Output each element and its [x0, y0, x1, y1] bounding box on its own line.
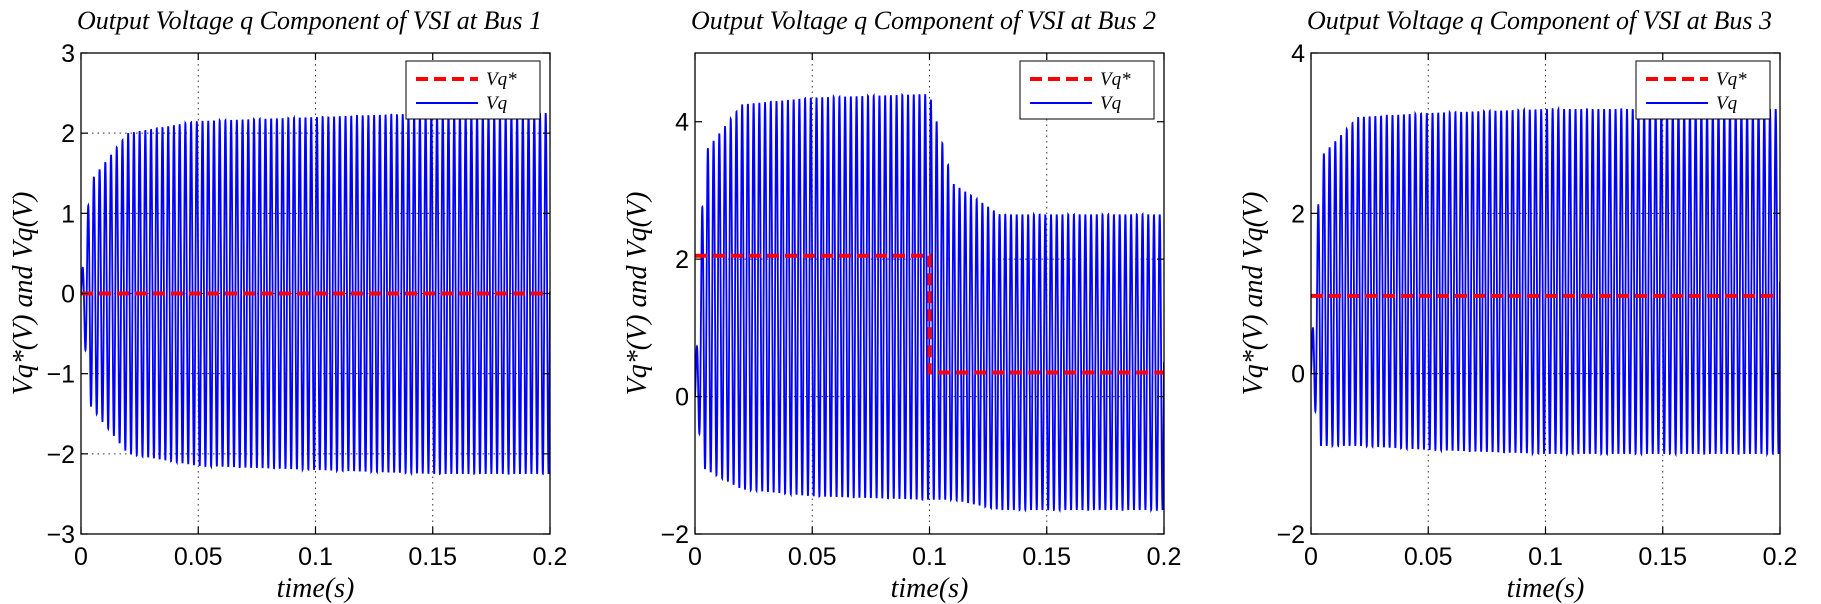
y-tick-label: 4	[675, 109, 689, 137]
plot-area	[81, 110, 550, 477]
legend-label-vq: Vq	[1716, 93, 1738, 114]
y-tick-label: 0	[1291, 361, 1305, 389]
series-line-vq	[1311, 105, 1780, 458]
x-axis-label: time(s)	[277, 573, 355, 604]
y-tick-label: −2	[46, 441, 75, 469]
x-tick-label: 0.15	[1638, 543, 1687, 571]
x-tick-label: 0.2	[1147, 543, 1182, 571]
y-tick-label: 1	[61, 200, 75, 228]
legend-label-vq-ref: Vq*	[486, 69, 517, 90]
legend-label-vq: Vq	[1100, 93, 1122, 114]
y-axis-label: Vq*(V) and Vq(V)	[8, 192, 39, 396]
y-axis-label: Vq*(V) and Vq(V)	[1238, 192, 1269, 396]
chart-title: Output Voltage q Component of VSI at Bus…	[1307, 6, 1772, 35]
legend-label-vq-ref: Vq*	[1716, 69, 1747, 90]
legend-box	[1635, 60, 1771, 120]
chart-title: Output Voltage q Component of VSI at Bus…	[77, 6, 542, 35]
x-tick-label: 0.1	[912, 543, 947, 571]
legend-box	[405, 60, 541, 120]
x-tick-label: 0	[688, 543, 702, 571]
y-tick-label: −2	[1276, 521, 1305, 549]
legend: Vq* Vq	[405, 60, 541, 120]
x-axis-label: time(s)	[891, 573, 969, 604]
x-tick-label: 0	[74, 543, 88, 571]
y-tick-label: 0	[61, 281, 75, 309]
y-axis-label: Vq*(V) and Vq(V)	[622, 192, 653, 396]
legend-label-vq: Vq	[486, 93, 508, 114]
x-tick-label: 0.15	[408, 543, 457, 571]
x-tick-label: 0.1	[1528, 543, 1563, 571]
legend: Vq* Vq	[1019, 60, 1155, 120]
chart-title: Output Voltage q Component of VSI at Bus…	[691, 6, 1156, 35]
y-tick-label: 2	[61, 120, 75, 148]
series-line-vq-ref	[695, 253, 1164, 375]
plot-area	[1311, 105, 1780, 458]
plot-area	[695, 92, 1164, 513]
legend-box	[1019, 60, 1155, 120]
y-tick-label: 0	[675, 384, 689, 412]
x-tick-label: 0.15	[1022, 543, 1071, 571]
y-tick-label: 4	[1291, 40, 1305, 68]
x-tick-label: 0.05	[174, 543, 223, 571]
y-tick-label: 2	[1291, 200, 1305, 228]
x-tick-label: 0	[1304, 543, 1318, 571]
y-tick-label: −3	[46, 521, 75, 549]
y-tick-label: 3	[61, 40, 75, 68]
x-tick-label: 0.2	[1763, 543, 1798, 571]
y-tick-label: −2	[660, 521, 689, 549]
x-tick-label: 0.05	[788, 543, 837, 571]
x-axis-label: time(s)	[1507, 573, 1585, 604]
y-tick-label: −1	[46, 361, 75, 389]
x-tick-label: 0.1	[298, 543, 333, 571]
y-tick-label: 2	[675, 246, 689, 274]
legend-label-vq-ref: Vq*	[1100, 69, 1131, 90]
x-tick-label: 0.05	[1404, 543, 1453, 571]
x-tick-label: 0.2	[533, 543, 568, 571]
legend: Vq* Vq	[1635, 60, 1771, 120]
